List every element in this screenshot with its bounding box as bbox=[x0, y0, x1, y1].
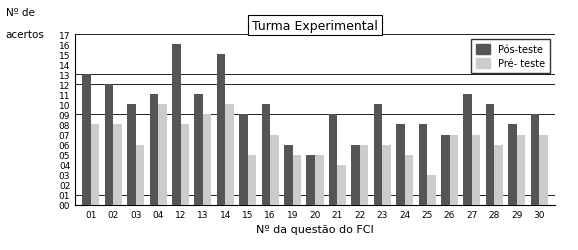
Bar bbox=[374, 105, 382, 205]
Bar bbox=[517, 135, 525, 205]
Title: Turma Experimental: Turma Experimental bbox=[252, 20, 378, 32]
Bar bbox=[292, 155, 301, 205]
Bar bbox=[351, 145, 360, 205]
Bar bbox=[360, 145, 368, 205]
Bar bbox=[427, 175, 436, 205]
Bar bbox=[262, 105, 270, 205]
Bar bbox=[172, 45, 180, 205]
Bar bbox=[464, 95, 472, 205]
Bar bbox=[239, 115, 248, 205]
Bar bbox=[158, 105, 166, 205]
Bar bbox=[306, 155, 315, 205]
Bar bbox=[217, 55, 225, 205]
Bar bbox=[418, 125, 427, 205]
Bar bbox=[180, 125, 189, 205]
Bar bbox=[508, 125, 517, 205]
Bar bbox=[203, 115, 212, 205]
X-axis label: Nº da questão do FCI: Nº da questão do FCI bbox=[256, 224, 374, 234]
Bar bbox=[441, 135, 450, 205]
Bar bbox=[136, 145, 144, 205]
Text: acertos: acertos bbox=[6, 30, 45, 40]
Bar bbox=[338, 165, 346, 205]
Bar bbox=[450, 135, 458, 205]
Bar bbox=[405, 155, 413, 205]
Bar bbox=[315, 155, 324, 205]
Bar bbox=[127, 105, 136, 205]
Bar bbox=[225, 105, 234, 205]
Bar bbox=[82, 75, 91, 205]
Bar bbox=[91, 125, 99, 205]
Text: Nº de: Nº de bbox=[6, 8, 35, 18]
Bar bbox=[284, 145, 292, 205]
Bar bbox=[150, 95, 158, 205]
Bar bbox=[539, 135, 548, 205]
Bar bbox=[248, 155, 256, 205]
Bar bbox=[113, 125, 122, 205]
Bar bbox=[329, 115, 338, 205]
Bar bbox=[194, 95, 203, 205]
Bar bbox=[472, 135, 480, 205]
Legend: Pós-teste, Pré- teste: Pós-teste, Pré- teste bbox=[471, 40, 550, 74]
Bar bbox=[396, 125, 405, 205]
Bar bbox=[382, 145, 391, 205]
Bar bbox=[531, 115, 539, 205]
Bar bbox=[494, 145, 503, 205]
Bar bbox=[105, 85, 113, 205]
Bar bbox=[270, 135, 279, 205]
Bar bbox=[486, 105, 494, 205]
